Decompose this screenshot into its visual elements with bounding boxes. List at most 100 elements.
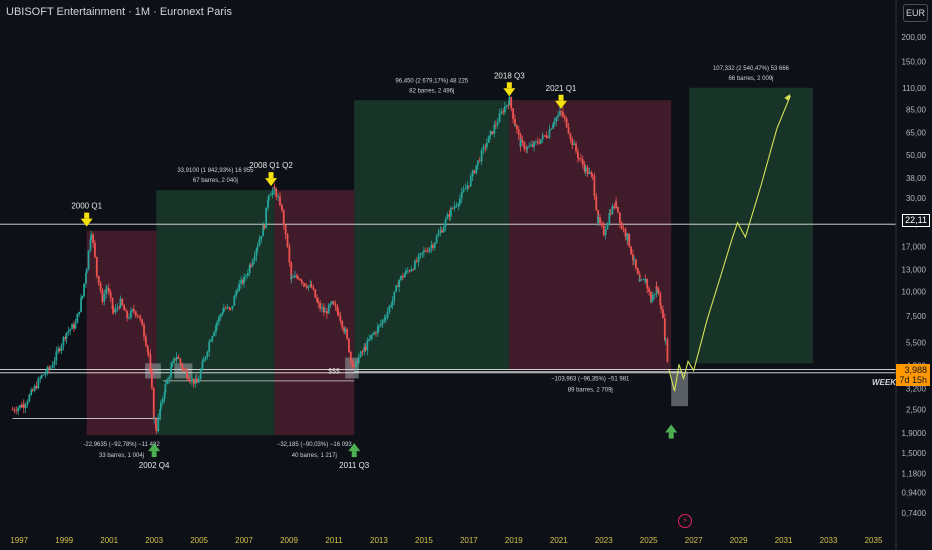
candle-body (310, 284, 313, 288)
candle-body (129, 310, 132, 318)
candle-body (157, 416, 160, 432)
candle-body (188, 378, 190, 381)
x-tick-label: 2033 (820, 536, 838, 545)
candle-body (95, 273, 98, 276)
yellow-arrow-icon (555, 100, 568, 109)
candle-body (173, 358, 175, 363)
candle-body (448, 214, 451, 217)
zone-stats-label: -22,9635 (−92,78%) −11 482 (83, 442, 160, 448)
green-arrow-stem (351, 451, 357, 458)
timeframe-badge: WEEKLY (872, 378, 906, 387)
candle-body (269, 195, 272, 196)
candle-body (224, 307, 227, 309)
candle-body (155, 428, 158, 432)
candle-body (58, 348, 61, 351)
candle-body (349, 352, 352, 359)
candle-body (609, 213, 612, 215)
candle-body (550, 128, 553, 130)
candle-body (159, 409, 162, 417)
candle-body (15, 410, 18, 412)
candle-body (195, 378, 198, 383)
candle-body (109, 292, 112, 298)
candle-body (379, 323, 382, 326)
candle-body (597, 217, 600, 223)
candle-body (329, 303, 332, 305)
candle-body (388, 306, 391, 312)
dollar-marker: $$$ (328, 369, 340, 376)
green-arrow-icon (148, 443, 161, 452)
candle-body (424, 250, 427, 252)
yellow-arrow-stem (268, 172, 274, 179)
candle-body (42, 374, 45, 376)
candle-body (319, 303, 322, 309)
candle-body (253, 256, 256, 261)
candle-body (73, 324, 75, 329)
x-tick-label: 1999 (55, 536, 73, 545)
candle-body (179, 358, 182, 364)
candle-body (231, 305, 234, 309)
candle-body (199, 370, 202, 379)
candle-body (55, 351, 58, 361)
candle-body (604, 229, 607, 236)
x-tick-label: 2003 (145, 536, 163, 545)
quarter-label: 2008 Q1 Q2 (249, 161, 293, 170)
candle-body (327, 304, 330, 314)
x-tick-label: 2023 (595, 536, 613, 545)
candle-body (624, 229, 627, 237)
candle-body (446, 214, 449, 220)
candle-body (305, 286, 308, 288)
candle-body (236, 291, 239, 293)
candle-body (40, 374, 43, 378)
candle-body (353, 365, 356, 367)
candle-body (575, 143, 577, 152)
candle-body (314, 289, 317, 298)
y-tick-label: 65,00 (906, 129, 927, 138)
candle-body (664, 339, 667, 341)
candle-body (13, 409, 16, 411)
candle-body (403, 273, 406, 278)
candle-body (286, 234, 289, 247)
candle-body (218, 316, 220, 323)
candle-body (493, 124, 496, 134)
yellow-arrow-icon (265, 178, 278, 187)
candle-body (166, 379, 169, 385)
candle-body (405, 270, 407, 274)
candle-body (150, 371, 153, 388)
candle-body (373, 332, 375, 335)
candle-body (137, 316, 140, 317)
candle-body (500, 111, 503, 114)
candle-body (83, 283, 85, 297)
green-arrow-icon (665, 424, 678, 433)
candle-body (330, 301, 333, 304)
candle-body (419, 253, 422, 256)
candle-body (552, 124, 555, 129)
candle-body (341, 321, 344, 328)
candle-body (322, 307, 325, 313)
candle-body (141, 319, 144, 325)
candle-body (295, 275, 298, 277)
yellow-arrow-stem (84, 212, 90, 219)
candle-body (51, 365, 54, 368)
candle-body (191, 378, 193, 382)
candle-body (177, 356, 180, 359)
candle-body (559, 111, 561, 115)
candle-body (496, 122, 499, 125)
candle-body (339, 315, 342, 322)
x-tick-label: 2027 (685, 536, 703, 545)
candle-body (290, 277, 293, 280)
candle-body (303, 283, 306, 287)
candle-body (562, 111, 564, 117)
candle-body (164, 384, 167, 393)
candle-body (595, 196, 598, 211)
candle-body (94, 242, 96, 257)
y-tick-label: 85,00 (906, 106, 927, 115)
candle-body (528, 146, 531, 148)
lightning-bolt-icon[interactable]: ⚡ (678, 514, 692, 528)
candle-body (393, 291, 396, 301)
candle-body (563, 116, 566, 119)
green-arrow-icon (348, 443, 361, 452)
candle-body (565, 118, 568, 122)
currency-button[interactable]: EUR (903, 4, 928, 22)
candle-body (242, 279, 244, 284)
